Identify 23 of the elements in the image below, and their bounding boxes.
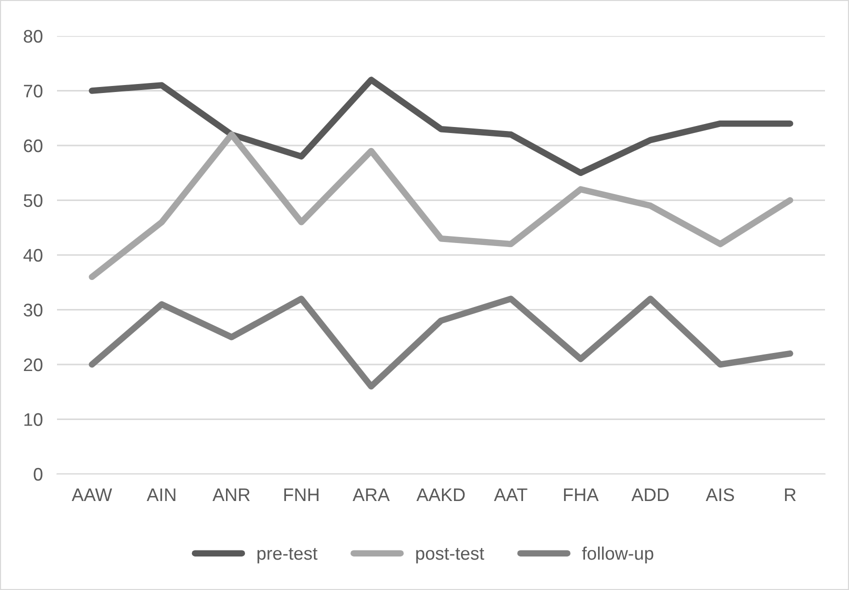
- x-tick-label: ARA: [352, 488, 390, 501]
- x-tick-label: ANR: [212, 488, 250, 501]
- x-tick-label: R: [785, 488, 796, 501]
- y-tick-label: 0: [34, 468, 42, 481]
- x-tick-label: FNH: [284, 488, 318, 501]
- y-tick-label: 80: [24, 30, 42, 43]
- y-tick-label: 70: [24, 84, 42, 98]
- y-tick-label: 60: [24, 139, 42, 152]
- x-tick-label: ADD: [631, 488, 669, 501]
- x-tick-label: AIS: [706, 488, 734, 502]
- y-tick-label: 50: [24, 194, 42, 207]
- x-tick-label: AAKD: [416, 488, 465, 501]
- legend-label: follow-up: [582, 546, 654, 564]
- legend-label: pre-test: [258, 548, 318, 564]
- x-tick-label: FHA: [564, 488, 599, 501]
- x-tick-label: AAT: [494, 488, 528, 501]
- x-tick-label: AIN: [146, 488, 176, 501]
- y-tick-label: 20: [24, 358, 42, 372]
- legend-label: post-test: [416, 548, 484, 564]
- y-tick-label: 40: [23, 248, 42, 262]
- y-tick-label: 10: [24, 413, 42, 426]
- x-tick-label: AAW: [72, 488, 112, 501]
- y-tick-label: 30: [24, 304, 42, 316]
